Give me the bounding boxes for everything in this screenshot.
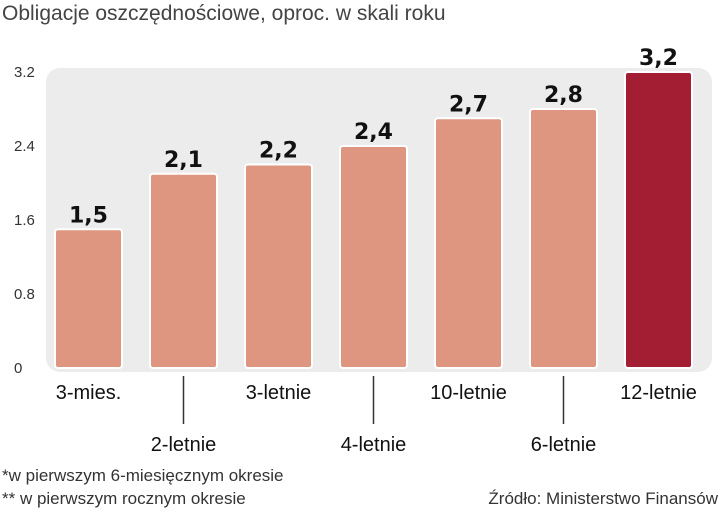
category-label: 4-letnie	[341, 434, 407, 456]
bar-value-label: 2,7	[449, 92, 488, 117]
bar-value-label: 1,5	[69, 203, 108, 228]
bar-value-label: 2,1	[164, 148, 203, 173]
y-tick-label: 2.4	[14, 138, 35, 155]
bar	[339, 145, 408, 369]
chart-title: Obligacje oszczędnościowe, oproc. w skal…	[2, 2, 446, 25]
bar-value-label: 2,8	[544, 83, 583, 108]
footnote-2: ** w pierwszym rocznym okresie	[2, 489, 246, 508]
bar	[244, 163, 313, 369]
category-label: 6-letnie	[531, 434, 597, 456]
category-label: 2-letnie	[151, 434, 217, 456]
bar	[434, 117, 503, 369]
y-tick-label: 1.6	[14, 212, 35, 229]
bar	[54, 228, 123, 369]
category-label: 3-letnie	[246, 382, 312, 404]
bar-value-label: 3,2	[639, 46, 678, 71]
bar	[529, 108, 598, 369]
source-note: Źródło: Ministerstwo Finansów	[488, 489, 718, 508]
category-label: 3-mies.	[56, 382, 122, 404]
footnote-1: *w pierwszym 6-miesięcznym okresie	[2, 466, 284, 485]
category-label: 10-letnie	[430, 382, 507, 404]
y-tick-label: 0	[14, 360, 22, 377]
bar-value-label: 2,4	[354, 120, 393, 145]
category-label: 12-letnie	[620, 382, 697, 404]
y-tick-label: 0.8	[14, 286, 35, 303]
bar	[149, 172, 218, 369]
bar	[624, 71, 693, 369]
y-tick-label: 3.2	[14, 64, 35, 81]
bar-value-label: 2,2	[259, 139, 298, 164]
